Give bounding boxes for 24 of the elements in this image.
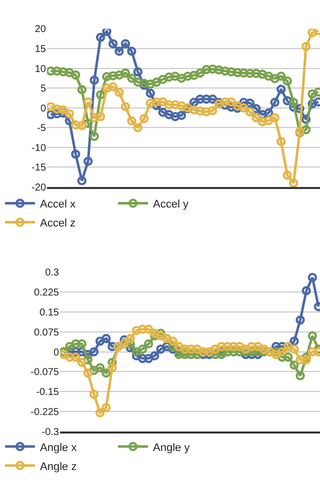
legend-label: Accel z — [40, 218, 76, 230]
y-tick-label: 15 — [34, 44, 46, 55]
y-tick-label: -20 — [32, 182, 46, 194]
y-tick-label: 10 — [34, 64, 46, 75]
legend-label: Accel x — [40, 198, 76, 211]
y-tick-label: 0.225 — [34, 288, 60, 299]
y-tick-label: 5 — [40, 84, 46, 95]
y-tick-label: -15 — [32, 162, 46, 174]
legend-label: Angle y — [153, 442, 190, 454]
y-tick-label: 0.15 — [40, 307, 60, 318]
y-tick-label: -0.15 — [36, 387, 60, 398]
y-tick-label: 0 — [40, 103, 46, 114]
legend-label: Angle z — [40, 460, 77, 473]
y-tick-label: 0 — [53, 347, 60, 358]
y-tick-label: -5 — [37, 123, 46, 134]
legend-label: Accel y — [153, 198, 189, 211]
y-tick-label: -10 — [32, 142, 46, 154]
y-tick-label: 0.075 — [34, 327, 60, 338]
y-tick-label: 20 — [34, 24, 46, 36]
y-tick-label: 0.3 — [45, 268, 60, 279]
y-tick-label: -0.3 — [42, 426, 60, 438]
y-tick-label: -0.075 — [30, 367, 60, 378]
legend-label: Angle x — [40, 442, 78, 454]
y-tick-label: -0.225 — [30, 407, 60, 418]
